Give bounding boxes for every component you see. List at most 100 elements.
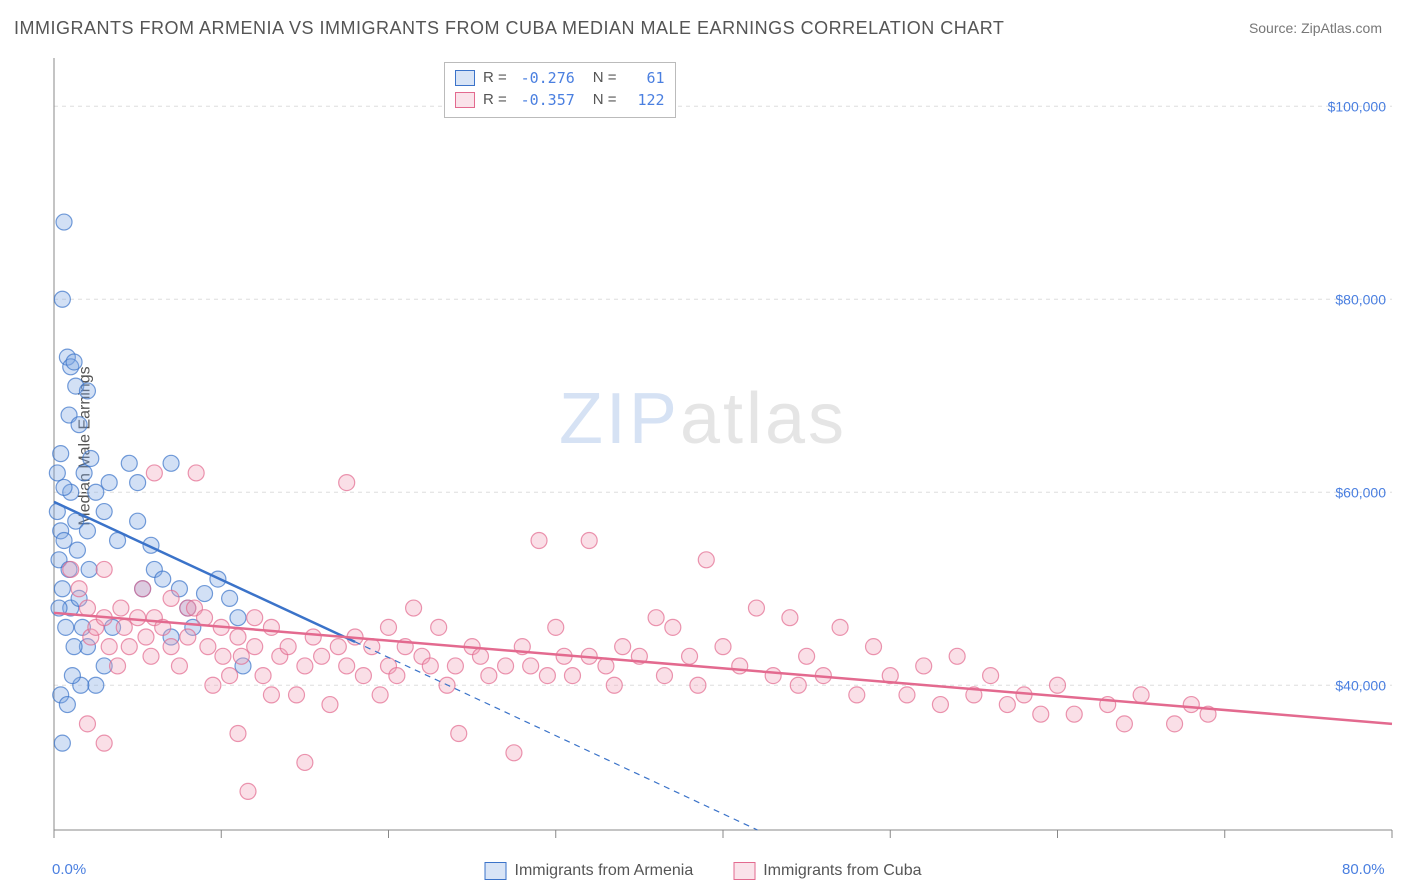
data-point <box>233 648 249 664</box>
data-point <box>205 677 221 693</box>
data-point <box>1066 706 1082 722</box>
data-point <box>263 687 279 703</box>
legend-swatch <box>485 862 507 880</box>
data-point <box>116 619 132 635</box>
data-point <box>983 668 999 684</box>
data-point <box>765 668 781 684</box>
data-point <box>230 629 246 645</box>
data-point <box>110 658 126 674</box>
data-point <box>1183 697 1199 713</box>
data-point <box>564 668 580 684</box>
series-cuba <box>63 465 1216 799</box>
data-point <box>188 465 204 481</box>
data-point <box>69 542 85 558</box>
data-point <box>581 533 597 549</box>
data-point <box>247 610 263 626</box>
data-point <box>849 687 865 703</box>
data-point <box>263 619 279 635</box>
data-point <box>58 619 74 635</box>
series-armenia <box>49 214 251 751</box>
data-point <box>615 639 631 655</box>
data-point <box>135 581 151 597</box>
data-point <box>171 658 187 674</box>
data-point <box>143 648 159 664</box>
data-point <box>799 648 815 664</box>
corr-n-value: 122 <box>625 89 665 111</box>
legend-swatch <box>455 92 475 108</box>
data-point <box>690 677 706 693</box>
chart-svg: $40,000$60,000$80,000$100,000 <box>0 0 1406 892</box>
x-axis-max-label: 80.0% <box>1342 861 1385 878</box>
y-tick-label: $40,000 <box>1335 677 1386 693</box>
trend-line-dash-armenia <box>355 642 757 830</box>
data-point <box>422 658 438 674</box>
data-point <box>88 677 104 693</box>
correlation-chart: IMMIGRANTS FROM ARMENIA VS IMMIGRANTS FR… <box>0 0 1406 892</box>
data-point <box>54 735 70 751</box>
data-point <box>389 668 405 684</box>
corr-n-label: N = <box>593 89 617 111</box>
data-point <box>715 639 731 655</box>
x-axis-min-label: 0.0% <box>52 861 86 878</box>
data-point <box>64 668 80 684</box>
data-point <box>76 465 92 481</box>
data-point <box>71 581 87 597</box>
data-point <box>101 639 117 655</box>
data-point <box>305 629 321 645</box>
correlation-legend-box: R =-0.276N =61R =-0.357N =122 <box>444 62 676 118</box>
y-tick-label: $80,000 <box>1335 291 1386 307</box>
data-point <box>81 561 97 577</box>
data-point <box>71 417 87 433</box>
data-point <box>215 648 231 664</box>
data-point <box>832 619 848 635</box>
data-point <box>330 639 346 655</box>
series-legend: Immigrants from ArmeniaImmigrants from C… <box>485 862 922 880</box>
data-point <box>665 619 681 635</box>
data-point <box>932 697 948 713</box>
data-point <box>1133 687 1149 703</box>
data-point <box>79 716 95 732</box>
data-point <box>56 214 72 230</box>
data-point <box>96 504 112 520</box>
data-point <box>481 668 497 684</box>
data-point <box>66 354 82 370</box>
data-point <box>121 455 137 471</box>
data-point <box>289 687 305 703</box>
data-point <box>49 465 65 481</box>
data-point <box>88 484 104 500</box>
data-point <box>866 639 882 655</box>
data-point <box>54 291 70 307</box>
data-point <box>63 561 79 577</box>
data-point <box>101 475 117 491</box>
data-point <box>138 629 154 645</box>
data-point <box>54 581 70 597</box>
corr-n-label: N = <box>593 67 617 89</box>
data-point <box>372 687 388 703</box>
data-point <box>790 677 806 693</box>
data-point <box>1050 677 1066 693</box>
data-point <box>1033 706 1049 722</box>
data-point <box>472 648 488 664</box>
data-point <box>322 697 338 713</box>
trend-line-cuba <box>54 613 1392 724</box>
legend-swatch <box>733 862 755 880</box>
data-point <box>146 465 162 481</box>
data-point <box>222 668 238 684</box>
data-point <box>53 446 69 462</box>
data-point <box>539 668 555 684</box>
data-point <box>59 697 75 713</box>
data-point <box>79 383 95 399</box>
data-point <box>79 523 95 539</box>
data-point <box>200 639 216 655</box>
data-point <box>222 590 238 606</box>
data-point <box>732 658 748 674</box>
y-tick-label: $100,000 <box>1328 98 1387 114</box>
data-point <box>916 658 932 674</box>
data-point <box>113 600 129 616</box>
data-point <box>297 658 313 674</box>
data-point <box>406 600 422 616</box>
data-point <box>163 455 179 471</box>
corr-n-value: 61 <box>625 67 665 89</box>
corr-r-value: -0.276 <box>515 67 575 89</box>
data-point <box>255 668 271 684</box>
